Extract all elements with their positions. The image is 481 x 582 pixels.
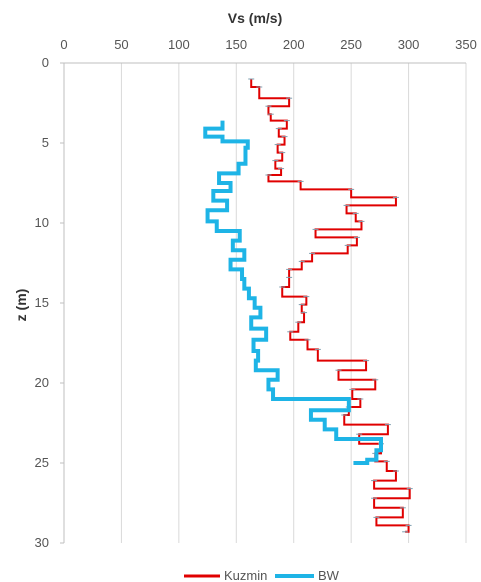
y-axis-title: z (m) (13, 289, 29, 322)
x-tick-label-100: 100 (168, 37, 190, 52)
series-layer (203, 78, 413, 533)
x-tick-label-200: 200 (283, 37, 305, 52)
gridlines (120, 63, 467, 543)
axes (60, 62, 466, 544)
legend-label-bw: BW (318, 568, 340, 582)
x-tick-label-0: 0 (60, 37, 67, 52)
x-tick-label-250: 250 (340, 37, 362, 52)
x-tick-label-50: 50 (114, 37, 128, 52)
x-tick-label-350: 350 (455, 37, 477, 52)
y-tick-label-0: 0 (42, 55, 49, 70)
legend-label-kuzmin: Kuzmin (224, 568, 267, 582)
y-tick-label-5: 5 (42, 135, 49, 150)
x-axis-title: Vs (m/s) (228, 10, 282, 26)
y-tick-label-20: 20 (35, 375, 49, 390)
series-line-bw (203, 120, 384, 465)
y-tick-labels: 0 5 10 15 20 25 30 (35, 55, 49, 550)
y-tick-label-10: 10 (35, 215, 49, 230)
series-line-kuzmin (250, 79, 411, 533)
y-tick-label-15: 15 (35, 295, 49, 310)
x-tick-label-300: 300 (398, 37, 420, 52)
y-tick-label-30: 30 (35, 535, 49, 550)
legend: Kuzmin BW (184, 568, 340, 582)
y-tick-label-25: 25 (35, 455, 49, 470)
x-tick-labels: 0 50 100 150 200 250 300 350 (60, 37, 476, 52)
x-tick-label-150: 150 (225, 37, 247, 52)
